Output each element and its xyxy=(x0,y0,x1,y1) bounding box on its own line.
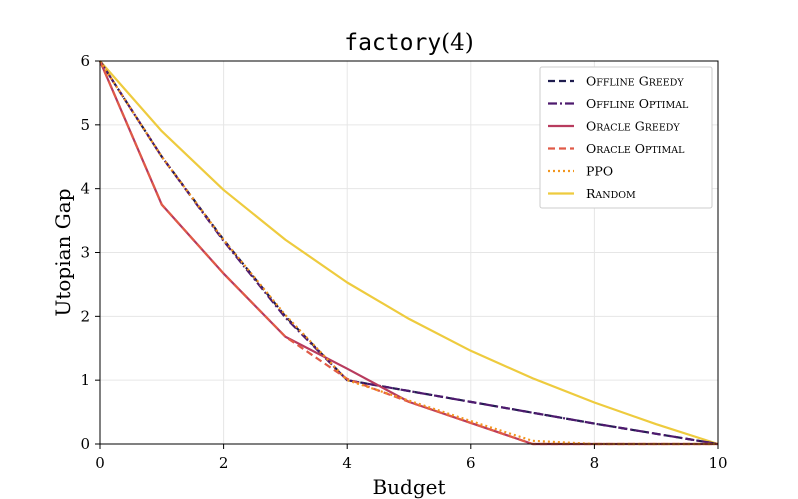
legend-box xyxy=(539,66,713,209)
chart-title-arg: (4) xyxy=(441,30,474,56)
x-tick-label: 4 xyxy=(342,454,352,472)
y-tick-label: 3 xyxy=(80,244,90,262)
x-axis-label: Budget xyxy=(372,475,445,499)
y-tick-label: 0 xyxy=(80,435,90,453)
x-tick-label: 8 xyxy=(590,454,600,472)
legend-label-oracle-optimal: ORACLE OPTIMAL xyxy=(586,141,685,156)
legend: OFFLINE GREEDY OFFLINE OPTIMAL ORACLE GREE… xyxy=(539,66,713,209)
y-tick-label: 5 xyxy=(80,116,90,134)
x-tick-label: 6 xyxy=(466,454,476,472)
legend-label-offline-greedy: OFFLINE GREEDY xyxy=(586,74,684,89)
legend-label-offline-optimal: OFFLINE OPTIMAL xyxy=(586,96,689,111)
y-axis-label: Utopian Gap xyxy=(51,189,75,317)
series-line-random xyxy=(99,60,719,446)
series-line-oracle-optimal xyxy=(98,60,718,446)
y-tick-label: 2 xyxy=(80,307,90,325)
legend-label-random: RANDOM xyxy=(586,186,636,201)
chart-title: factory(4) xyxy=(344,30,474,56)
x-tick-label: 0 xyxy=(95,454,105,472)
legend-label-oracle-greedy: ORACLE GREEDY xyxy=(586,119,680,134)
y-tick-label: 1 xyxy=(80,371,90,389)
axis-ticks: 0 2 4 6 8 10 0 1 2 3 4 5 6 xyxy=(80,52,727,472)
legend-label-ppo: PPO xyxy=(586,164,613,179)
x-tick-label: 10 xyxy=(708,454,727,472)
series-line-offline-optimal xyxy=(99,60,719,446)
y-tick-label: 4 xyxy=(80,180,90,198)
chart-title-mono: factory xyxy=(344,30,441,56)
x-tick-label: 2 xyxy=(219,454,229,472)
y-tick-label: 6 xyxy=(80,52,90,70)
